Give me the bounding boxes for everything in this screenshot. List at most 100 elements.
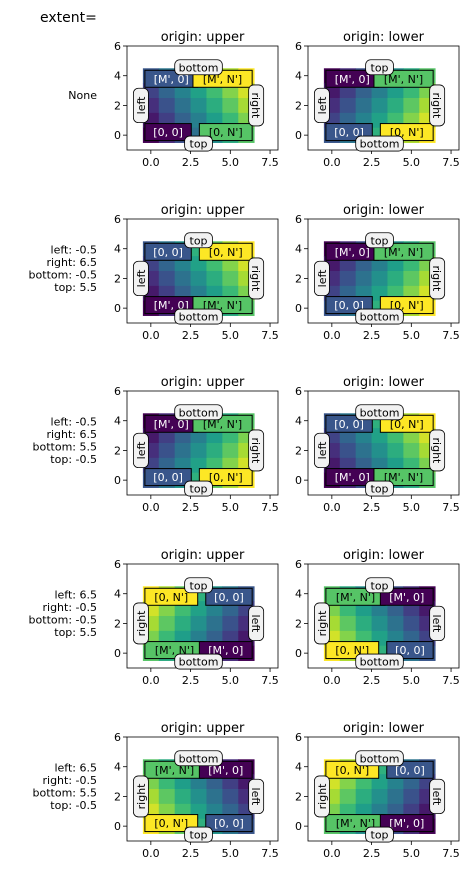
x-tick-label: 0.0 (323, 156, 341, 169)
heatmap-cell (387, 443, 404, 459)
side-label-box (248, 605, 265, 642)
side-label: top (371, 579, 389, 592)
heatmap-cell (222, 443, 239, 459)
side-label-box (429, 605, 446, 642)
corner-label: [M', 0] (335, 471, 370, 484)
side-label: bottom (179, 311, 219, 324)
x-tick-label: 7.5 (442, 501, 460, 514)
x-tick-label: 2.5 (182, 156, 200, 169)
y-tick-label: 0 (114, 302, 121, 315)
corner-label: [0, 0] (334, 299, 364, 312)
subplot-title: origin: lower (343, 375, 425, 390)
side-label: right (430, 437, 443, 464)
x-tick-label: 7.5 (261, 674, 279, 687)
subplot: origin: upper 0.0 2.5 5.0 7.5 0 2 4 6 [M', 0] [M',… (114, 375, 279, 514)
corner-label: [0, 0] (334, 126, 364, 139)
x-tick-label: 7.5 (261, 501, 279, 514)
side-label-box (365, 577, 394, 594)
heatmap-cell (174, 271, 191, 287)
heatmap-cell (222, 271, 239, 287)
y-tick-label: 4 (295, 243, 302, 256)
y-tick-label: 2 (114, 272, 121, 285)
heatmap-cell (206, 98, 223, 114)
side-label-right: right (429, 84, 446, 127)
subplot-title: origin: lower (343, 548, 425, 563)
corner-label: [0, 0] (153, 126, 183, 139)
y-tick-label: 0 (114, 474, 121, 487)
heatmap-cell (355, 98, 372, 114)
heatmap-cell (355, 443, 372, 459)
y-tick-label: 0 (114, 129, 121, 142)
heatmap-cell (206, 443, 223, 459)
row-label: top: -0.5 (50, 799, 97, 812)
side-label-box (355, 404, 404, 421)
x-tick-label: 2.5 (363, 847, 381, 860)
y-tick-label: 0 (114, 647, 121, 660)
row-label: bottom: -0.5 (29, 613, 97, 626)
side-label-box (429, 84, 446, 127)
heatmap-cell (355, 271, 372, 287)
side-label-box (313, 602, 330, 645)
side-label-right: right (429, 429, 446, 472)
heatmap-cell (403, 789, 420, 805)
corner-label-box (144, 814, 199, 833)
y-tick-label: 4 (114, 70, 121, 83)
subplot-title: origin: upper (161, 375, 245, 390)
corner-label: [0, 0] (395, 644, 425, 657)
side-label: right (135, 783, 148, 810)
side-label-box (313, 775, 330, 818)
x-tick-label: 2.5 (182, 847, 200, 860)
side-label-box (429, 778, 446, 815)
corner-label: [M', N'] (384, 471, 423, 484)
side-label-right: right (248, 257, 265, 300)
side-label-box (248, 778, 265, 815)
subplot: origin: upper 0.0 2.5 5.0 7.5 0 2 4 6 [M', 0] [M',… (114, 30, 279, 169)
corner-label: [M', 0] (389, 817, 424, 830)
side-label-bottom: top (184, 135, 213, 152)
heatmap-cell (222, 616, 239, 632)
row-label: top: -0.5 (50, 453, 97, 466)
side-label-box (184, 826, 213, 843)
side-label: right (249, 265, 262, 292)
side-label-box (174, 59, 223, 76)
row-label: right: -0.5 (42, 601, 97, 614)
subplot: origin: lower 0.0 2.5 5.0 7.5 0 2 4 6 [0, 0] [0, N… (295, 375, 460, 514)
side-label-left: left (313, 260, 330, 297)
side-label-box (174, 308, 223, 325)
side-label-left: left (313, 87, 330, 124)
y-tick-label: 6 (295, 731, 302, 744)
x-tick-label: 5.0 (222, 156, 240, 169)
side-label-top: top (365, 577, 394, 594)
corner-label: [0, N'] (335, 764, 369, 777)
x-tick-label: 0.0 (142, 329, 160, 342)
side-label-left: right (313, 602, 330, 645)
x-tick-label: 5.0 (403, 156, 421, 169)
side-label-bottom: top (365, 826, 394, 843)
figure-title: extent= (40, 10, 97, 26)
corner-label: [M', 0] (335, 73, 370, 86)
corner-label: [0, N'] (390, 418, 424, 431)
row-label: left: -0.5 (51, 415, 97, 428)
side-label-box (132, 602, 149, 645)
subplot: origin: lower 0.0 2.5 5.0 7.5 0 2 4 6 [0, N'] [0, … (295, 721, 460, 860)
heatmap-cell (174, 616, 191, 632)
side-label: bottom (179, 61, 219, 74)
heatmap-cell (222, 98, 239, 114)
heatmap-cell (158, 616, 176, 632)
heatmap-cell (174, 98, 191, 114)
heatmap-cell (403, 616, 420, 632)
side-label: left (135, 269, 148, 288)
subplot-title: origin: lower (343, 721, 425, 736)
corner-label: [M', N'] (384, 246, 423, 259)
side-label-top: bottom (174, 404, 223, 421)
heatmap-cell (190, 98, 207, 114)
side-label-top: top (365, 232, 394, 249)
x-tick-label: 5.0 (222, 501, 240, 514)
side-label-right: left (429, 605, 446, 642)
x-tick-label: 0.0 (323, 329, 341, 342)
side-label-box (248, 429, 265, 472)
side-label-box (174, 653, 223, 670)
heatmap-cell (190, 443, 207, 459)
corner-label-box (198, 468, 253, 487)
side-label-box (248, 84, 265, 127)
